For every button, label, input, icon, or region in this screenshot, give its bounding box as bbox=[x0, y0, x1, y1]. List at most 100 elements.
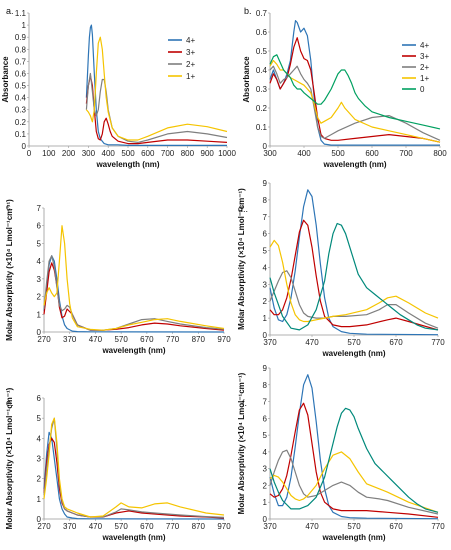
series-line-1plus bbox=[43, 417, 225, 518]
x-tick-label: 700 bbox=[399, 149, 413, 158]
y-axis-label: Molar Absorptivity (×10⁴ Lmol⁻¹cm⁻¹) bbox=[237, 188, 246, 330]
x-tick-label: 970 bbox=[217, 335, 231, 344]
y-tick-label: 0.2 bbox=[15, 118, 27, 127]
series-line-2plus bbox=[269, 65, 441, 141]
y-tick-label: 0.7 bbox=[15, 57, 27, 66]
y-tick-label: 0.3 bbox=[256, 85, 268, 94]
x-tick-label: 500 bbox=[121, 149, 135, 158]
y-tick-label: 7 bbox=[263, 398, 268, 407]
legend-label: 2+ bbox=[420, 63, 429, 72]
y-tick-label: 8 bbox=[263, 196, 268, 205]
series-line-3plus bbox=[269, 219, 439, 331]
x-tick-label: 370 bbox=[63, 522, 77, 531]
y-tick-label: 1 bbox=[37, 495, 42, 504]
x-tick-label: 0 bbox=[27, 149, 32, 158]
y-tick-label: 4 bbox=[263, 263, 268, 272]
legend-label: 1+ bbox=[186, 72, 195, 81]
series-line-1plus bbox=[269, 59, 441, 143]
x-tick-label: 300 bbox=[82, 149, 96, 158]
series-line-4plus bbox=[269, 20, 440, 146]
legend-label: 2+ bbox=[186, 60, 195, 69]
x-tick-label: 570 bbox=[347, 522, 361, 531]
y-tick-label: 0 bbox=[263, 331, 268, 340]
y-tick-label: 1.1 bbox=[15, 9, 27, 18]
x-axis-label: wavelength (nm) bbox=[101, 346, 165, 355]
x-axis-label: wavelength (nm) bbox=[321, 533, 385, 542]
y-tick-label: 6 bbox=[37, 222, 42, 231]
chart-panel-1: a. 0 0.1 0.2 0.3 0.4 0.5 0.6 0.7 0.8 0.9 1 1.1 0 100 20… bbox=[1, 6, 236, 169]
series-line-1plus bbox=[269, 239, 439, 323]
y-tick-label: 6 bbox=[263, 414, 268, 423]
y-tick-label: 1 bbox=[263, 498, 268, 507]
y-tick-label: 0.6 bbox=[256, 28, 268, 37]
series-line-0 bbox=[269, 54, 441, 130]
y-tick-label: 8 bbox=[263, 381, 268, 390]
x-tick-label: 800 bbox=[181, 149, 195, 158]
x-tick-label: 970 bbox=[217, 522, 231, 531]
y-tick-label: 3 bbox=[263, 465, 268, 474]
x-tick-label: 270 bbox=[37, 335, 51, 344]
x-axis-label: wavelength (nm) bbox=[101, 533, 165, 542]
panel-label: a. bbox=[6, 6, 14, 16]
series-line-2plus bbox=[43, 255, 225, 331]
legend-label: 3+ bbox=[186, 48, 195, 57]
x-tick-label: 570 bbox=[347, 338, 361, 347]
series-line-2plus bbox=[269, 449, 439, 515]
y-tick-label: 4 bbox=[263, 448, 268, 457]
x-tick-label: 270 bbox=[37, 522, 51, 531]
chart-panel-3: c. 0 1 2 3 4 5 6 7 270 370 470 570 670 770 870 970 wavele… bbox=[5, 199, 231, 355]
y-tick-label: 0.2 bbox=[256, 104, 268, 113]
x-axis-label: wavelength (nm) bbox=[322, 160, 386, 169]
y-tick-label: 1 bbox=[263, 314, 268, 323]
x-tick-label: 400 bbox=[102, 149, 116, 158]
chart-panel-5: e. 0 1 2 3 4 5 6 270 370 470 570 670 770 870 970 wavelen… bbox=[5, 387, 231, 542]
x-tick-label: 400 bbox=[297, 149, 311, 158]
x-tick-label: 100 bbox=[42, 149, 56, 158]
x-tick-label: 670 bbox=[140, 522, 154, 531]
series-line-1plus bbox=[85, 36, 228, 141]
x-tick-label: 200 bbox=[62, 149, 76, 158]
series-line-3plus bbox=[43, 262, 225, 331]
y-tick-label: 7 bbox=[37, 204, 42, 213]
x-tick-label: 670 bbox=[389, 338, 403, 347]
x-axis-label: wavelength (nm) bbox=[321, 349, 385, 358]
y-tick-label: 0.4 bbox=[256, 66, 268, 75]
series-line-2plus bbox=[43, 417, 225, 518]
y-tick-label: 6 bbox=[263, 230, 268, 239]
y-tick-label: 5 bbox=[37, 239, 42, 248]
y-tick-label: 4 bbox=[37, 257, 42, 266]
y-tick-label: 9 bbox=[263, 364, 268, 373]
y-axis-label: Molar Absorptivity (×10⁴ Lmol⁻¹cm⁻¹) bbox=[5, 199, 14, 341]
x-tick-label: 770 bbox=[431, 338, 445, 347]
series-line-2plus bbox=[269, 270, 439, 329]
series-line-4plus bbox=[269, 374, 439, 520]
y-tick-label: 0 bbox=[37, 515, 42, 524]
y-tick-label: 6 bbox=[37, 394, 42, 403]
legend-label: 0 bbox=[420, 85, 425, 94]
y-tick-label: 2 bbox=[37, 475, 42, 484]
y-tick-label: 0.1 bbox=[15, 130, 27, 139]
x-tick-label: 470 bbox=[305, 338, 319, 347]
x-tick-label: 500 bbox=[331, 149, 345, 158]
y-tick-label: 9 bbox=[263, 179, 268, 188]
y-tick-label: 0 bbox=[22, 142, 27, 151]
y-tick-label: 7 bbox=[263, 213, 268, 222]
x-tick-label: 370 bbox=[263, 338, 277, 347]
x-tick-label: 600 bbox=[141, 149, 155, 158]
panel-label: d.. bbox=[238, 204, 248, 214]
y-tick-label: 0.6 bbox=[15, 69, 27, 78]
x-tick-label: 770 bbox=[431, 522, 445, 531]
chart-panel-6: f. 0 1 2 3 4 5 6 7 8 9 370 470 570 670 770 wavelength (n… bbox=[237, 364, 445, 542]
x-tick-label: 900 bbox=[201, 149, 215, 158]
x-tick-label: 800 bbox=[433, 149, 447, 158]
y-tick-label: 0.3 bbox=[15, 106, 27, 115]
x-tick-label: 300 bbox=[263, 149, 277, 158]
y-tick-label: 0.4 bbox=[15, 94, 27, 103]
panel-label: b. bbox=[244, 6, 252, 16]
y-tick-label: 2 bbox=[263, 297, 268, 306]
legend-label: 3+ bbox=[420, 52, 429, 61]
x-tick-label: 370 bbox=[263, 522, 277, 531]
y-axis-label: Absorbance bbox=[1, 56, 10, 103]
x-tick-label: 700 bbox=[161, 149, 175, 158]
y-tick-label: 3 bbox=[37, 275, 42, 284]
